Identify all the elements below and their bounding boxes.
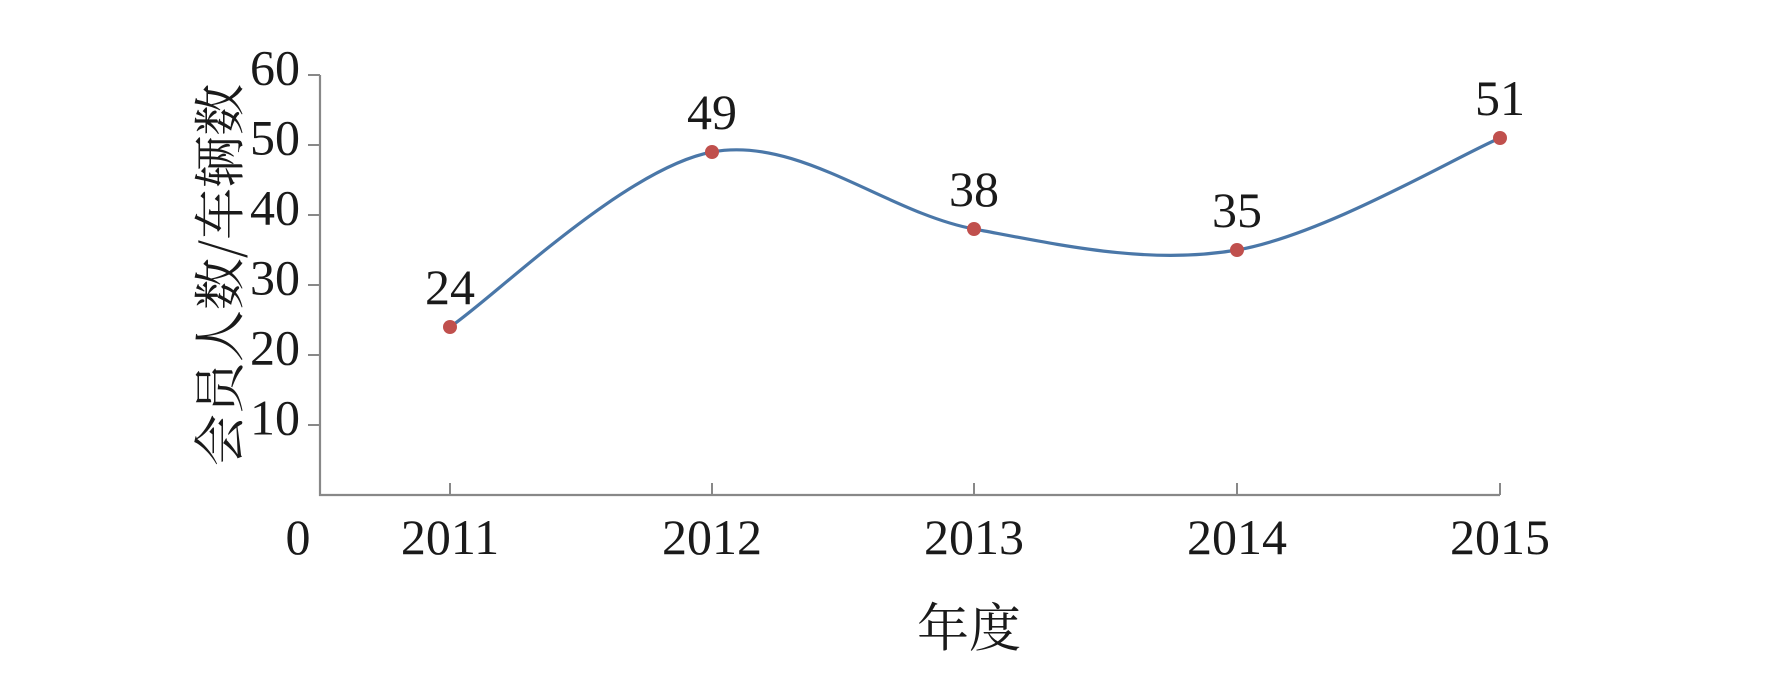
svg-text:2014: 2014: [1187, 509, 1287, 565]
svg-text:60: 60: [250, 39, 300, 95]
svg-text:0: 0: [286, 509, 311, 565]
svg-text:2012: 2012: [662, 509, 762, 565]
svg-text:30: 30: [250, 249, 300, 305]
svg-text:10: 10: [250, 389, 300, 445]
svg-text:50: 50: [250, 109, 300, 165]
svg-text:49: 49: [687, 84, 737, 140]
svg-text:51: 51: [1475, 70, 1525, 126]
svg-text:2011: 2011: [401, 509, 499, 565]
svg-text:年度: 年度: [917, 586, 1021, 661]
svg-text:24: 24: [425, 259, 475, 315]
svg-text:35: 35: [1212, 182, 1262, 238]
svg-text:2015: 2015: [1450, 509, 1550, 565]
svg-text:40: 40: [250, 179, 300, 235]
svg-text:20: 20: [250, 319, 300, 375]
svg-text:会员人数/车辆数: 会员人数/车辆数: [178, 84, 253, 466]
svg-text:2013: 2013: [924, 509, 1024, 565]
svg-text:38: 38: [949, 161, 999, 217]
